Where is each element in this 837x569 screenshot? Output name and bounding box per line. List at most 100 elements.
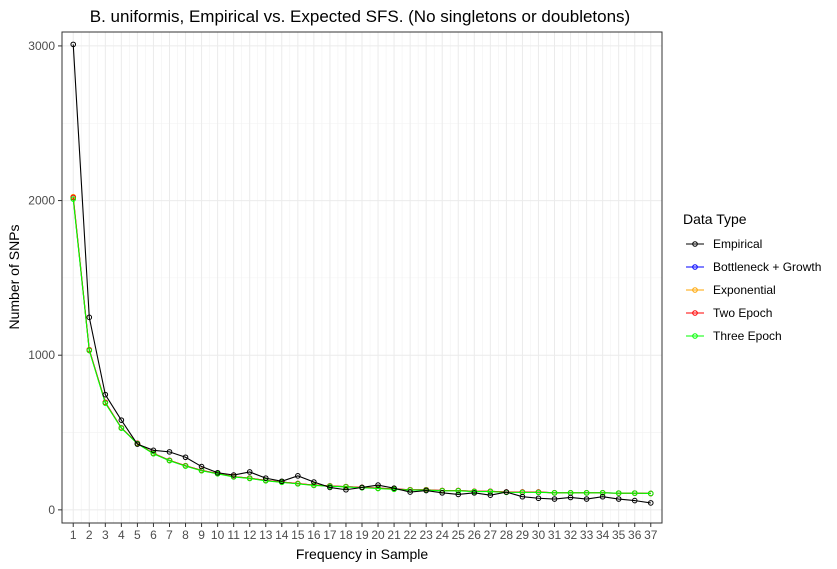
data-point-three-epoch	[311, 482, 317, 489]
data-point-empirical	[70, 41, 77, 48]
data-point-empirical	[166, 449, 173, 455]
data-point-three-epoch	[455, 488, 462, 494]
data-point-empirical	[214, 469, 221, 476]
data-point-empirical	[198, 463, 205, 470]
x-tick-label: 9	[198, 528, 205, 542]
data-point-empirical	[295, 473, 301, 479]
x-tick-label: 4	[118, 528, 125, 542]
x-tick-label: 11	[227, 528, 240, 542]
x-tick-label: 21	[387, 528, 401, 542]
legend-key-point	[692, 241, 698, 247]
data-point-empirical	[423, 487, 429, 494]
x-tick-label: 27	[484, 528, 498, 542]
x-tick-label: 22	[403, 528, 417, 542]
x-tick-label: 34	[596, 528, 610, 542]
data-point-empirical	[375, 482, 381, 488]
x-tick-label: 36	[628, 528, 642, 542]
legend-key-point	[692, 333, 698, 339]
x-tick-label: 30	[532, 528, 546, 542]
data-point-three-epoch	[70, 196, 77, 202]
legend-item: Two Epoch	[686, 306, 772, 320]
x-tick-label: 20	[371, 528, 385, 542]
x-tick-label: 37	[644, 528, 658, 542]
x-tick-label: 18	[339, 528, 353, 542]
data-point-empirical	[631, 497, 638, 504]
x-tick-label: 25	[452, 528, 466, 542]
data-point-empirical	[246, 469, 253, 475]
x-tick-label: 17	[323, 528, 337, 542]
data-point-three-epoch	[487, 488, 494, 495]
data-point-three-epoch	[551, 490, 558, 496]
data-point-three-epoch	[535, 489, 542, 496]
x-tick-label: 15	[291, 528, 305, 542]
data-point-three-epoch	[583, 490, 590, 496]
data-point-empirical	[102, 391, 109, 398]
legend-item: Three Epoch	[686, 329, 782, 343]
data-point-empirical	[455, 491, 462, 498]
y-tick-label: 2000	[28, 194, 55, 208]
legend: Data Type Empirical Bottleneck + Growth Ex…	[683, 211, 821, 343]
legend-title: Data Type	[683, 211, 747, 227]
data-point-three-epoch	[102, 400, 109, 406]
data-point-three-epoch	[182, 463, 189, 469]
series-layer	[70, 41, 654, 506]
y-tick-label: 0	[48, 503, 55, 517]
legend-label: Empirical	[713, 237, 762, 251]
data-point-empirical	[391, 485, 397, 492]
series-empirical	[70, 41, 654, 506]
y-tick-label: 3000	[28, 39, 55, 53]
x-tick-label: 1	[70, 528, 77, 542]
data-point-three-epoch	[150, 450, 157, 457]
data-point-empirical	[327, 484, 333, 491]
data-point-empirical	[615, 496, 622, 502]
x-tick-label: 16	[307, 528, 321, 542]
x-tick-label: 28	[500, 528, 514, 542]
data-point-empirical	[230, 472, 237, 478]
data-point-empirical	[567, 494, 574, 501]
data-point-empirical	[134, 441, 141, 447]
legend-item: Bottleneck + Growth	[686, 260, 821, 274]
x-tick-label: 32	[564, 528, 578, 542]
data-point-empirical	[359, 484, 365, 491]
x-tick-label: 19	[355, 528, 369, 542]
data-point-empirical	[551, 496, 558, 502]
legend-label: Three Epoch	[713, 329, 782, 343]
data-point-empirical	[503, 489, 510, 495]
x-tick-label: 29	[516, 528, 530, 542]
legend-item: Empirical	[686, 237, 762, 251]
legend-item: Exponential	[686, 283, 776, 297]
data-point-empirical	[262, 475, 269, 481]
x-tick-label: 31	[548, 528, 562, 542]
data-point-empirical	[535, 495, 542, 502]
data-point-empirical	[86, 314, 93, 321]
data-point-empirical	[311, 479, 317, 485]
x-tick-label: 14	[275, 528, 289, 542]
x-tick-label: 2	[86, 528, 93, 542]
legend-key-point	[692, 264, 698, 270]
legend-key-point	[692, 310, 698, 316]
data-point-three-epoch	[295, 481, 301, 487]
data-point-three-epoch	[599, 490, 606, 496]
data-point-empirical	[471, 490, 478, 496]
x-tick-label: 3	[102, 528, 109, 542]
data-point-three-epoch	[631, 490, 638, 496]
data-point-empirical	[118, 417, 125, 423]
data-point-three-epoch	[615, 490, 622, 496]
data-point-empirical	[519, 493, 526, 500]
data-point-three-epoch	[246, 475, 253, 482]
data-point-three-epoch	[86, 347, 93, 354]
x-tick-label: 24	[436, 528, 450, 542]
y-axis-ticks: 0 1000 2000 3000	[28, 39, 62, 517]
y-axis-title: Number of SNPs	[6, 224, 22, 329]
data-point-empirical	[150, 447, 157, 454]
data-point-three-epoch	[375, 485, 381, 492]
data-point-empirical	[407, 489, 413, 495]
y-tick-label: 1000	[28, 348, 55, 362]
data-point-three-epoch	[118, 425, 125, 432]
legend-label: Two Epoch	[713, 306, 772, 320]
x-tick-label: 35	[612, 528, 626, 542]
x-tick-label: 10	[211, 528, 225, 542]
data-point-empirical	[278, 478, 285, 485]
data-point-empirical	[343, 486, 349, 493]
